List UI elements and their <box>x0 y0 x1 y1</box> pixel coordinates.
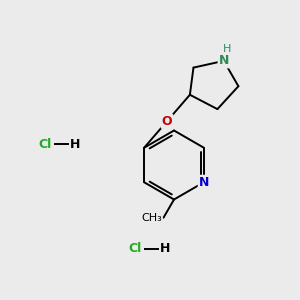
Text: N: N <box>199 176 209 189</box>
Text: N: N <box>219 54 229 68</box>
Text: O: O <box>162 115 172 128</box>
Text: H: H <box>223 44 231 55</box>
Text: Cl: Cl <box>128 242 142 256</box>
Text: CH₃: CH₃ <box>141 213 162 223</box>
Text: Cl: Cl <box>38 137 52 151</box>
Text: H: H <box>160 242 170 256</box>
Text: H: H <box>70 137 80 151</box>
